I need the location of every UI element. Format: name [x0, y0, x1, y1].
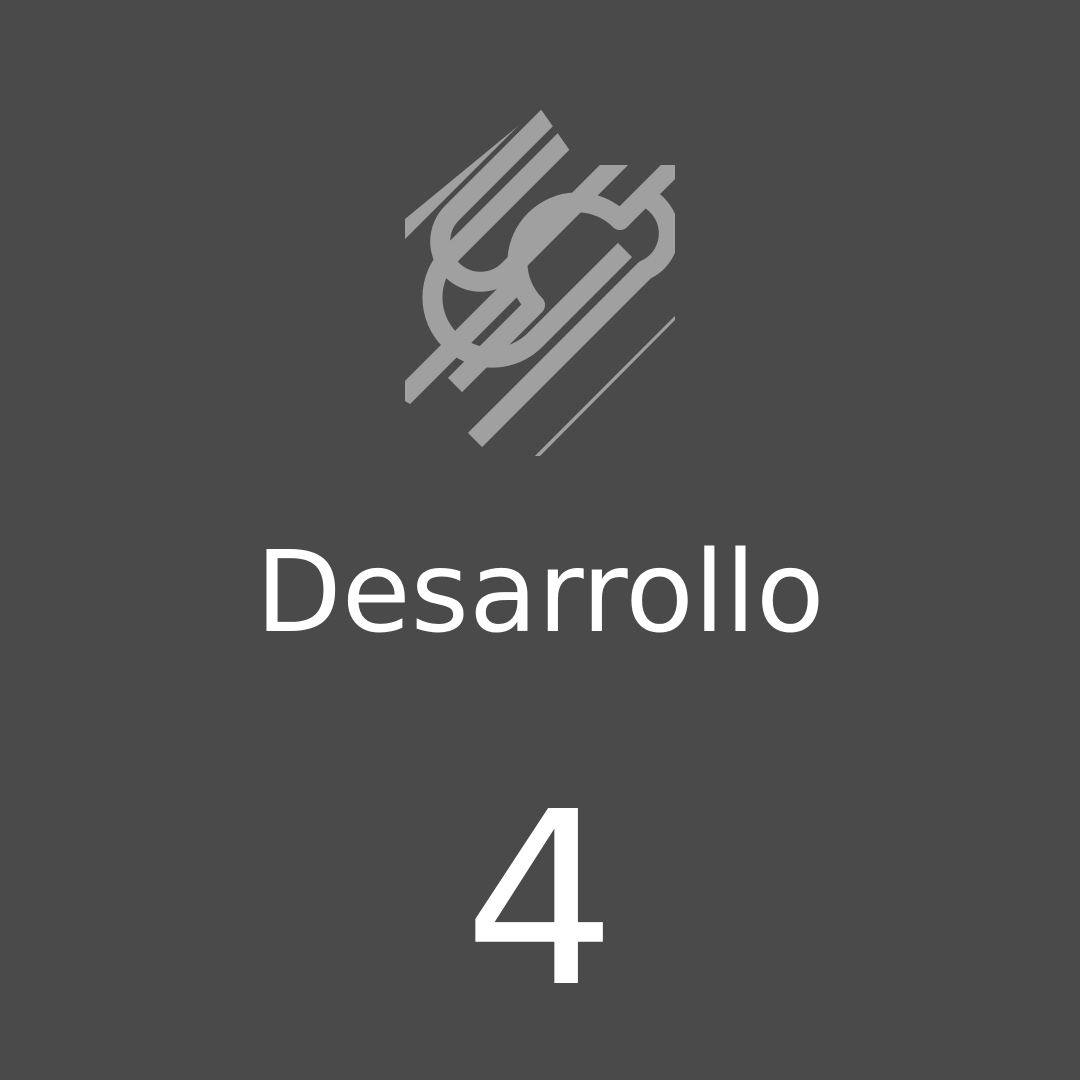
- logo-stroke: [467, 185, 675, 448]
- logo-stroke: [430, 108, 638, 292]
- tile-count: 4: [463, 760, 617, 1040]
- logo-stroke: [405, 108, 608, 308]
- logo-stroke: [405, 272, 528, 448]
- tile-title: Desarrollo: [255, 528, 825, 658]
- logo-strokes: [405, 108, 675, 456]
- logo-stroke: [552, 352, 675, 456]
